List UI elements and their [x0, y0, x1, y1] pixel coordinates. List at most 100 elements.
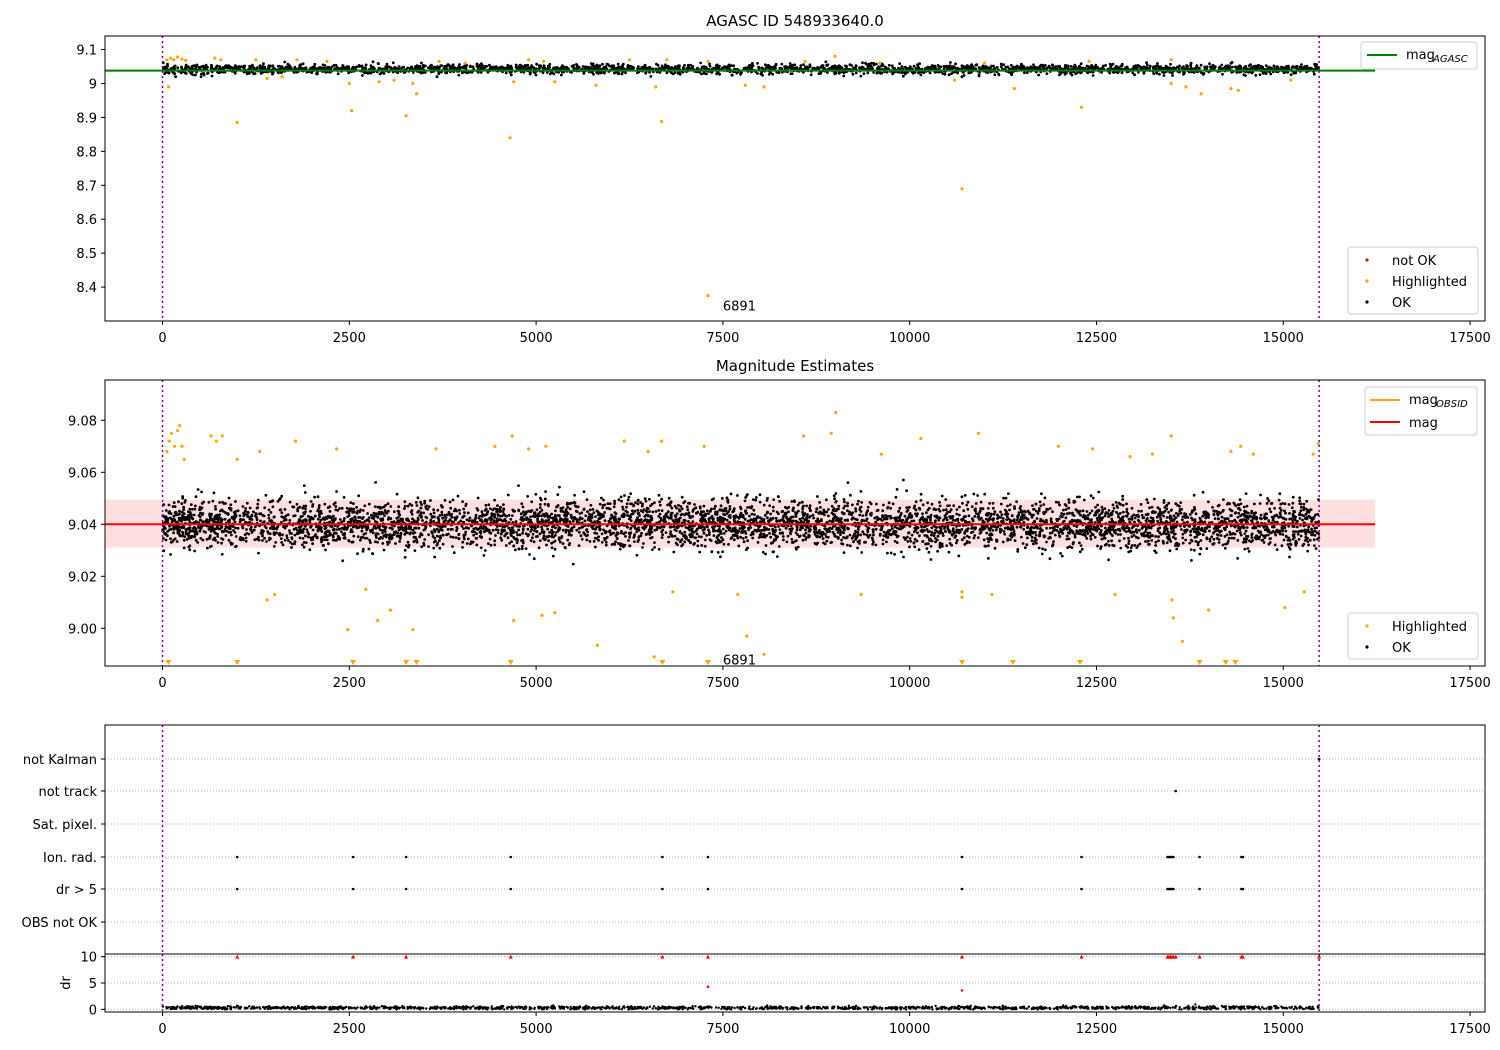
ok-point [255, 518, 259, 522]
ok-point [1257, 66, 1261, 70]
ok-point [1050, 531, 1054, 535]
ok-point [965, 64, 969, 67]
ok-point [773, 65, 776, 68]
ok-point [1237, 65, 1241, 68]
ok-point [229, 66, 233, 69]
highlighted-point [165, 58, 169, 62]
ok-point [1059, 71, 1063, 75]
ok-point [966, 507, 970, 511]
ok-point [271, 505, 275, 509]
ok-point [603, 71, 606, 75]
ok-point [1069, 65, 1073, 68]
ok-point [539, 503, 542, 506]
ok-point [943, 72, 947, 76]
ok-point [903, 72, 907, 76]
ok-point [866, 71, 870, 75]
ok-point [1162, 514, 1165, 518]
ok-point [680, 544, 683, 548]
y-tick-label: 8.8 [76, 145, 97, 160]
ok-point [272, 545, 276, 548]
ok-point [360, 535, 364, 539]
ok-point [1221, 72, 1224, 76]
ok-point [346, 65, 349, 68]
ok-point [390, 520, 393, 524]
ok-point [921, 503, 925, 507]
ok-point [1189, 62, 1193, 66]
ok-point [351, 65, 355, 69]
ok-point [166, 62, 169, 66]
ok-point [361, 74, 364, 77]
ok-point [1273, 65, 1276, 69]
ok-point [263, 506, 267, 510]
ok-point [420, 61, 423, 65]
ok-point [172, 531, 176, 535]
ok-point [749, 66, 752, 69]
ok-point [358, 65, 361, 68]
ok-point [771, 72, 775, 76]
ok-point [1284, 511, 1287, 515]
highlighted-point [1184, 85, 1188, 89]
ok-point [799, 64, 803, 67]
ok-point [657, 509, 661, 512]
ok-point [825, 498, 828, 502]
ok-point [993, 66, 996, 70]
ok-point [949, 61, 952, 64]
ok-point [686, 63, 690, 67]
ok-point [800, 500, 804, 504]
ok-point [483, 508, 487, 512]
ok-point [538, 539, 542, 542]
ok-point [856, 546, 859, 550]
ok-point [1090, 509, 1094, 513]
ok-point [730, 73, 734, 77]
highlighted-point [1079, 105, 1084, 109]
ok-point [1298, 517, 1302, 520]
ok-point [875, 71, 879, 75]
ok-point [431, 535, 435, 538]
ok-point [1181, 536, 1185, 540]
ok-point [859, 74, 863, 78]
ok-point [355, 65, 359, 69]
ok-point [902, 525, 905, 529]
ok-point [536, 517, 539, 521]
ok-point [700, 535, 703, 539]
ok-point [976, 536, 980, 539]
ok-point [918, 62, 921, 65]
ok-point [691, 520, 695, 523]
ok-point [1184, 538, 1187, 542]
ok-point [1035, 509, 1038, 513]
ok-point [531, 532, 535, 536]
ok-point [1075, 71, 1079, 75]
ok-point [643, 497, 647, 500]
ok-point [942, 67, 946, 71]
ok-point [449, 506, 453, 510]
ok-point [826, 71, 829, 74]
ok-point [869, 502, 873, 506]
ok-point [1121, 498, 1125, 501]
ok-point [621, 62, 625, 66]
ok-point [660, 509, 664, 512]
ok-point [1003, 532, 1007, 536]
ok-point [602, 498, 605, 502]
highlighted-point [1236, 88, 1240, 92]
highlighted-point [463, 61, 467, 65]
ok-point [924, 67, 928, 70]
ok-point [759, 72, 763, 76]
ok-point [804, 531, 808, 535]
ok-point [429, 512, 433, 516]
ok-point [613, 71, 616, 75]
ok-point [210, 65, 214, 69]
ok-point [893, 552, 896, 556]
ok-point [673, 534, 677, 538]
ok-point [341, 64, 345, 68]
ok-point [1064, 63, 1067, 67]
ok-point [537, 64, 541, 68]
highlighted-point [350, 109, 354, 113]
ok-point [312, 65, 315, 69]
ok-point [993, 73, 997, 77]
ok-point [1258, 73, 1262, 76]
ok-point [825, 63, 828, 67]
ok-point [1288, 512, 1291, 515]
ok-point [169, 537, 172, 541]
ok-point [357, 494, 361, 498]
